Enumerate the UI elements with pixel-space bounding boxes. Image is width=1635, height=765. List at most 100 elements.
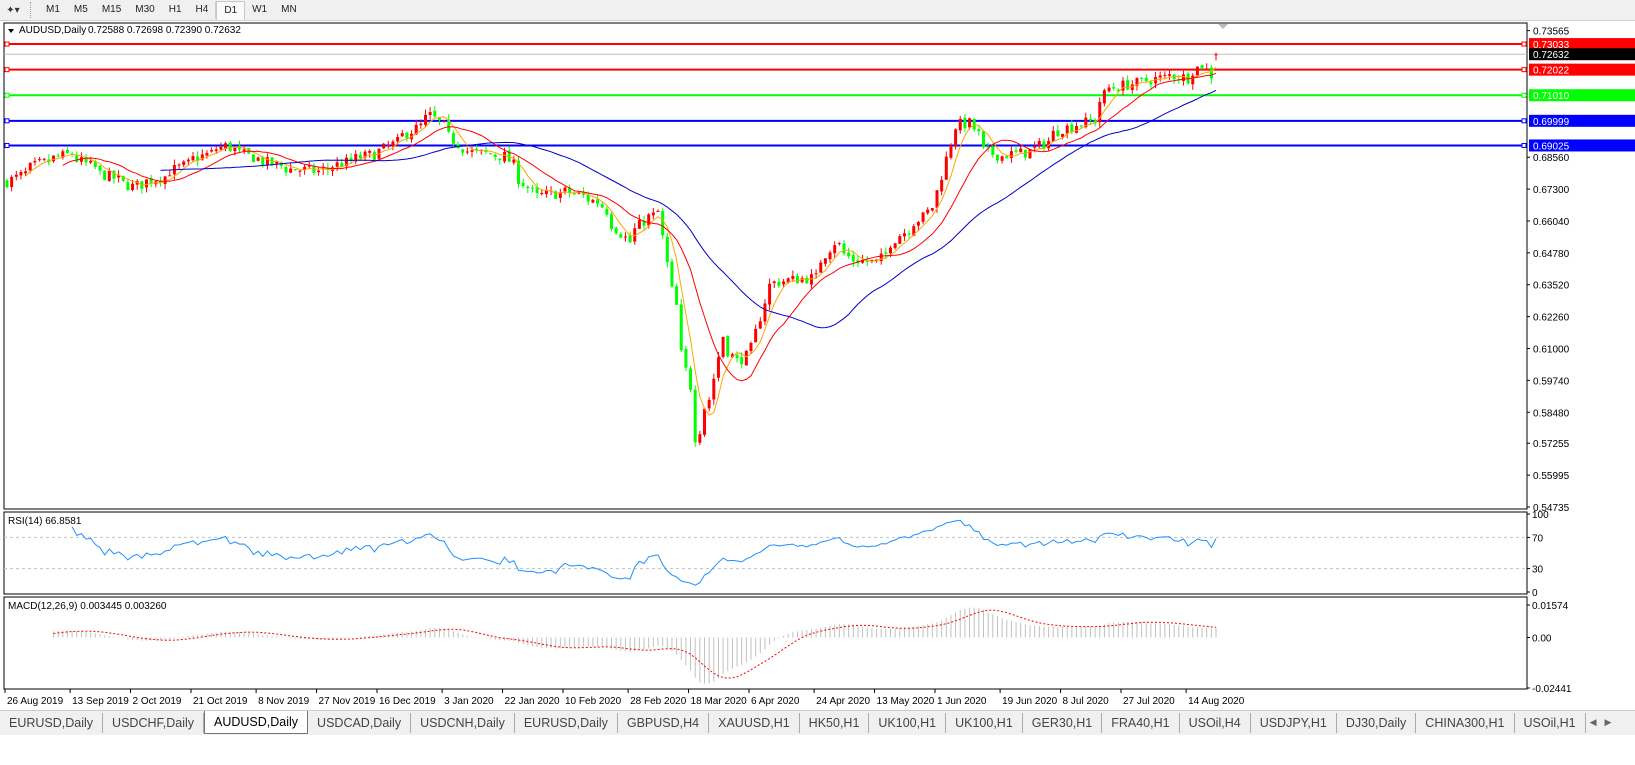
timeframe-m30[interactable]: M30	[135, 4, 155, 15]
candle-body	[1163, 74, 1167, 76]
timeframe-mn[interactable]: MN	[281, 4, 297, 15]
candle	[382, 142, 386, 150]
macd-signal-line	[53, 609, 1217, 679]
candle-body	[298, 170, 302, 172]
line-handle[interactable]	[1521, 41, 1527, 47]
candle-body	[577, 192, 581, 194]
line-handle[interactable]	[4, 92, 10, 98]
tab-xauusd-h1[interactable]: XAUUSD,H1	[709, 713, 800, 733]
candle-body	[1014, 150, 1018, 152]
candle	[642, 215, 646, 231]
line-handle[interactable]	[1521, 142, 1527, 148]
timeframe-w1[interactable]: W1	[252, 4, 268, 15]
tab-usoil-h1[interactable]: USOil,H1	[1515, 713, 1586, 733]
candle	[796, 273, 799, 284]
candle-body	[614, 227, 618, 234]
tab-usdcad-daily[interactable]: USDCAD,Daily	[308, 713, 412, 733]
tab-china300-h1[interactable]: CHINA300,H1	[1416, 713, 1515, 733]
candle-body	[38, 159, 42, 161]
chart-symbol: AUDUSD,Daily	[19, 25, 86, 36]
line-handle[interactable]	[1521, 67, 1527, 73]
candle	[1107, 84, 1111, 93]
timeframe-h4[interactable]: H4	[195, 4, 209, 15]
candle	[19, 169, 23, 180]
line-handle[interactable]	[1521, 92, 1527, 98]
tab-usdcnh-daily[interactable]: USDCNH,Daily	[411, 713, 515, 733]
timeframe-m1[interactable]: M1	[46, 4, 60, 15]
candle-body	[5, 180, 9, 188]
line-handle[interactable]	[4, 41, 10, 47]
candle	[921, 211, 925, 225]
date-axis-label: 6 Apr 2020	[751, 696, 800, 707]
tab-uk100-h1[interactable]: UK100,H1	[946, 713, 1023, 733]
candle-body	[391, 141, 395, 147]
tab-usoil-h4[interactable]: USOil,H4	[1180, 713, 1251, 733]
candle	[819, 259, 823, 273]
timeframe-m5[interactable]: M5	[73, 4, 88, 15]
candle-body	[1009, 151, 1013, 159]
candle	[926, 207, 930, 215]
candle	[414, 119, 418, 135]
tab-fra40-h1[interactable]: FRA40,H1	[1102, 713, 1180, 733]
candle-body	[210, 150, 214, 152]
candle-body	[837, 243, 841, 245]
tab-scroll-right-icon[interactable]: ▶	[1604, 717, 1612, 727]
tab-eurusd-daily[interactable]: EURUSD,Daily	[515, 713, 618, 733]
candle-body	[517, 160, 520, 185]
line-tools-icon[interactable]: ✦▾	[6, 4, 20, 16]
tab-eurusd-daily[interactable]: EURUSD,Daily	[0, 713, 104, 733]
candle-body	[293, 169, 297, 171]
candle-body	[935, 190, 939, 208]
tab-hk50-h1[interactable]: HK50,H1	[800, 713, 870, 733]
price-line-label: 0.72022	[1533, 66, 1570, 77]
timeframe-d1[interactable]: D1	[216, 0, 246, 20]
candle	[605, 206, 609, 217]
price-line-label: 0.69999	[1533, 117, 1570, 128]
price-axis-label: 0.68560	[1533, 153, 1570, 164]
candle	[228, 140, 232, 153]
candle-body	[986, 146, 990, 148]
tab-gbpusd-h4[interactable]: GBPUSD,H4	[618, 713, 710, 733]
tab-usdjpy-h1[interactable]: USDJPY,H1	[1251, 713, 1337, 733]
candle-body	[261, 157, 265, 166]
candle-body	[126, 182, 130, 190]
candle	[689, 365, 693, 393]
line-handle[interactable]	[1521, 118, 1527, 124]
tab-uk100-h1[interactable]: UK100,H1	[869, 713, 947, 733]
date-axis-label: 3 Jan 2020	[444, 696, 494, 707]
toolbar-grip[interactable]	[30, 2, 35, 18]
tab-dj30-daily[interactable]: DJ30,Daily	[1337, 713, 1417, 733]
candle	[24, 167, 28, 176]
candle	[754, 324, 758, 343]
candle	[940, 175, 944, 196]
candle-body	[1195, 66, 1199, 76]
candle-body	[135, 181, 139, 185]
tab-ger30-h1[interactable]: GER30,H1	[1023, 713, 1103, 733]
candle-body	[740, 357, 744, 365]
candle	[656, 209, 660, 212]
candle-body	[1149, 82, 1153, 85]
candle	[349, 152, 353, 165]
candle-body	[107, 171, 111, 181]
candle-body	[145, 179, 148, 188]
timeframe-h1[interactable]: H1	[168, 4, 182, 15]
candle-body	[930, 208, 934, 211]
tab-usdchf-daily[interactable]: USDCHF,Daily	[103, 713, 204, 733]
candle	[610, 212, 613, 232]
candle	[633, 223, 637, 245]
line-handle[interactable]	[4, 142, 10, 148]
candle-body	[386, 145, 390, 147]
line-handle[interactable]	[4, 118, 10, 124]
timeframe-m15[interactable]: M15	[101, 4, 122, 15]
chart-shift-marker-icon[interactable]	[1218, 24, 1228, 29]
collapse-triangle-icon[interactable]	[8, 29, 14, 33]
tab-audusd-daily[interactable]: AUDUSD,Daily	[204, 711, 309, 734]
chart-window[interactable]: AUDUSD,Daily 0.72588 0.72698 0.72390 0.72…	[0, 21, 1635, 711]
tab-scroll-left-icon[interactable]: ◀	[1589, 717, 1597, 727]
candle	[168, 170, 172, 177]
candle	[256, 156, 260, 162]
candle-body	[861, 259, 865, 263]
line-handle[interactable]	[4, 67, 10, 73]
candle-body	[112, 170, 116, 179]
candle-body	[1000, 156, 1004, 161]
